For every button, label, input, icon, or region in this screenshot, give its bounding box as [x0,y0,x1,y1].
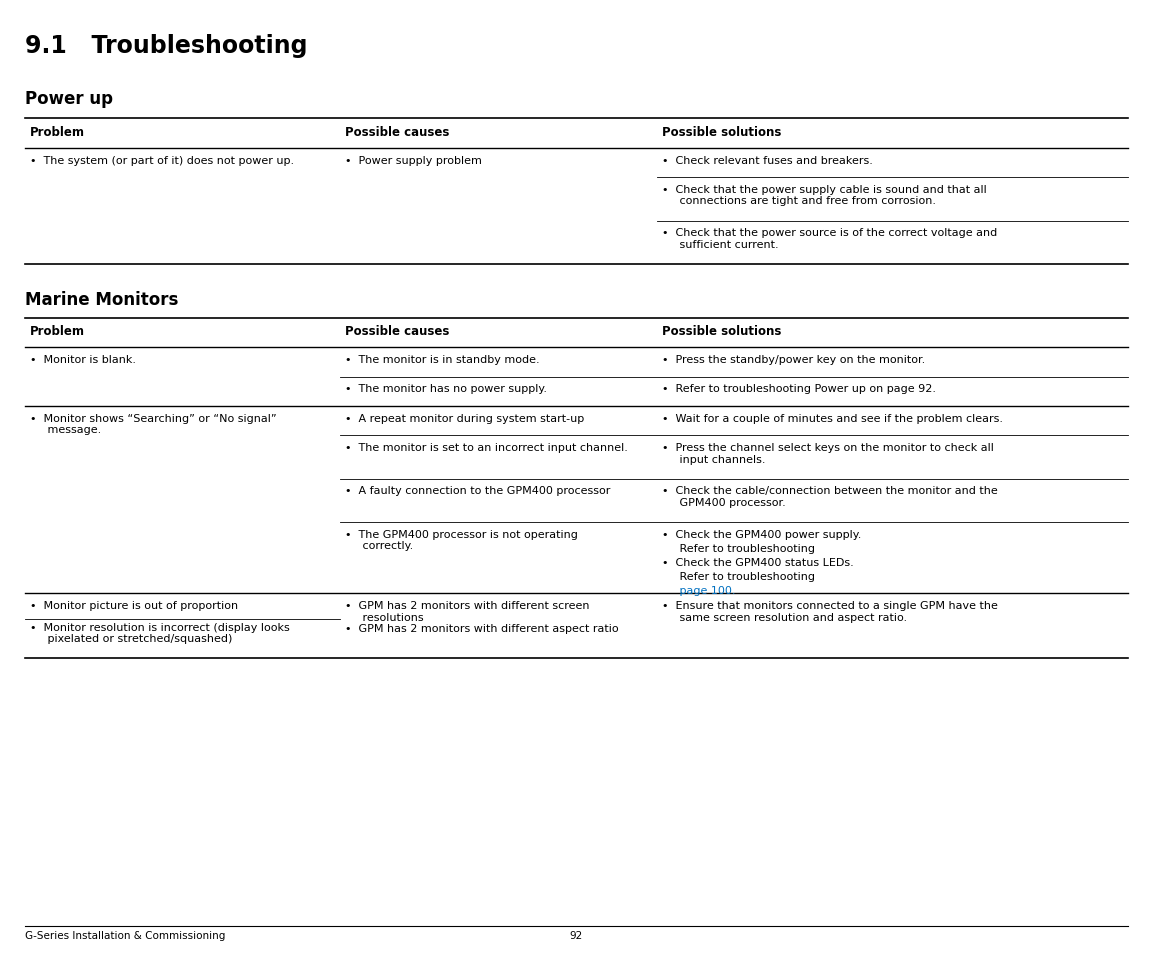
Text: •  GPM has 2 monitors with different screen
     resolutions
•  GPM has 2 monito: • GPM has 2 monitors with different scre… [345,601,618,634]
Text: •  Ensure that monitors connected to a single GPM have the
     same screen reso: • Ensure that monitors connected to a si… [662,601,997,622]
Text: •  Monitor is blank.: • Monitor is blank. [30,355,136,365]
Text: •  The monitor is in standby mode.: • The monitor is in standby mode. [345,355,540,365]
Text: •  Check that the power source is of the correct voltage and
     sufficient cur: • Check that the power source is of the … [662,228,997,249]
Text: Possible solutions: Possible solutions [662,325,782,338]
Text: •  The monitor is set to an incorrect input channel.: • The monitor is set to an incorrect inp… [345,443,627,453]
Text: •  Press the standby/power key on the monitor.: • Press the standby/power key on the mon… [662,355,925,365]
Text: Marine Monitors: Marine Monitors [25,291,179,309]
Text: •  Power supply problem: • Power supply problem [345,155,482,166]
Text: •  Monitor shows “Searching” or “No signal”
     message.: • Monitor shows “Searching” or “No signa… [30,414,277,435]
Text: •  Monitor resolution is incorrect (display looks
     pixelated or stretched/sq: • Monitor resolution is incorrect (displ… [30,623,289,644]
Text: •  The system (or part of it) does not power up.: • The system (or part of it) does not po… [30,155,294,166]
Text: •  Check the GPM400 status LEDs.: • Check the GPM400 status LEDs. [662,558,853,567]
Text: •  The GPM400 processor is not operating
     correctly.: • The GPM400 processor is not operating … [345,530,578,551]
Text: Possible causes: Possible causes [345,126,450,139]
Text: •  A repeat monitor during system start-up: • A repeat monitor during system start-u… [345,414,585,424]
Text: 9.1   Troubleshooting: 9.1 Troubleshooting [25,34,308,58]
Text: •  Check the GPM400 power supply.: • Check the GPM400 power supply. [662,530,861,539]
Text: •  The monitor has no power supply.: • The monitor has no power supply. [345,384,547,394]
Text: •  Wait for a couple of minutes and see if the problem clears.: • Wait for a couple of minutes and see i… [662,414,1003,424]
Text: 92: 92 [570,931,583,941]
Text: Possible causes: Possible causes [345,325,450,338]
Text: •  Check relevant fuses and breakers.: • Check relevant fuses and breakers. [662,155,873,166]
Text: Possible solutions: Possible solutions [662,126,782,139]
Text: Refer to troubleshooting: Refer to troubleshooting [662,572,819,582]
Text: •  Check that the power supply cable is sound and that all
     connections are : • Check that the power supply cable is s… [662,185,987,206]
Text: page 100.: page 100. [662,586,736,595]
Text: Power up: Power up [25,90,113,108]
Text: Problem: Problem [30,126,85,139]
Text: G-Series Installation & Commissioning: G-Series Installation & Commissioning [25,931,226,941]
Text: •  A faulty connection to the GPM400 processor: • A faulty connection to the GPM400 proc… [345,486,610,496]
Text: •  Monitor picture is out of proportion: • Monitor picture is out of proportion [30,601,239,611]
Text: •  Refer to troubleshooting Power up on page 92.: • Refer to troubleshooting Power up on p… [662,384,936,394]
Text: •  Check the cable/connection between the monitor and the
     GPM400 processor.: • Check the cable/connection between the… [662,486,997,508]
Text: Problem: Problem [30,325,85,338]
Text: •  Press the channel select keys on the monitor to check all
     input channels: • Press the channel select keys on the m… [662,443,994,464]
Text: Refer to troubleshooting: Refer to troubleshooting [662,544,819,554]
